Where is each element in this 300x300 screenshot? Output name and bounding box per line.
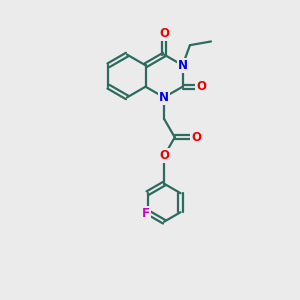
Text: O: O (159, 27, 169, 40)
Text: O: O (196, 80, 206, 93)
Text: O: O (191, 131, 201, 144)
Text: N: N (178, 59, 188, 72)
Text: N: N (159, 91, 169, 104)
Text: F: F (142, 207, 150, 220)
Text: O: O (159, 149, 169, 162)
